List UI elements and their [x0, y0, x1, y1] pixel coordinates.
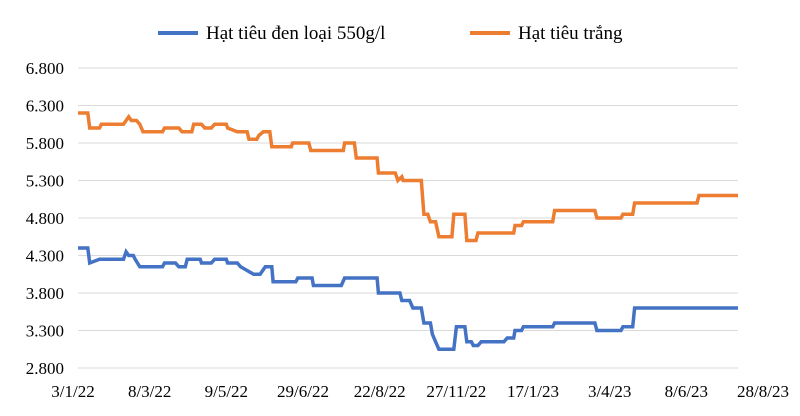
- x-tick-label: 8/6/23: [665, 382, 708, 401]
- x-axis-ticks: 3/1/22 8/3/22 9/5/22 29/6/22 22/8/22 27/11/22…: [51, 382, 789, 401]
- y-tick-label: 2.800: [26, 359, 64, 378]
- y-axis-ticks: 2.800 3.300 3.800 4.300 4.800 5.300 5.800 6.300…: [26, 59, 64, 378]
- x-tick-label: 27/11/22: [426, 382, 486, 401]
- y-tick-label: 5.800: [26, 134, 64, 153]
- x-tick-label: 8/3/22: [128, 382, 171, 401]
- x-tick-label: 17/1/23: [507, 382, 559, 401]
- legend-label: Hạt tiêu trắng: [518, 23, 623, 44]
- y-tick-label: 3.300: [26, 322, 64, 341]
- series-line-2: [78, 111, 738, 243]
- x-tick-label: 3/1/22: [51, 382, 94, 401]
- x-tick-label: 22/8/22: [354, 382, 406, 401]
- series-line-1: [78, 246, 738, 352]
- gridlines: [78, 67, 738, 369]
- y-tick-label: 4.300: [26, 247, 64, 266]
- y-tick-label: 4.800: [26, 209, 64, 228]
- x-tick-label: 29/6/22: [277, 382, 329, 401]
- legend: Hạt tiêu đen loại 550g/l Hạt tiêu trắng: [158, 23, 623, 44]
- y-tick-label: 5.300: [26, 172, 64, 191]
- y-tick-label: 6.300: [26, 97, 64, 116]
- y-tick-label: 3.800: [26, 284, 64, 303]
- x-tick-label: 3/4/23: [588, 382, 631, 401]
- legend-label: Hạt tiêu đen loại 550g/l: [206, 23, 385, 44]
- x-tick-label: 9/5/22: [205, 382, 248, 401]
- x-tick-label: 28/8/23: [737, 382, 789, 401]
- y-tick-label: 6.800: [26, 59, 64, 78]
- series-lines: [78, 111, 738, 352]
